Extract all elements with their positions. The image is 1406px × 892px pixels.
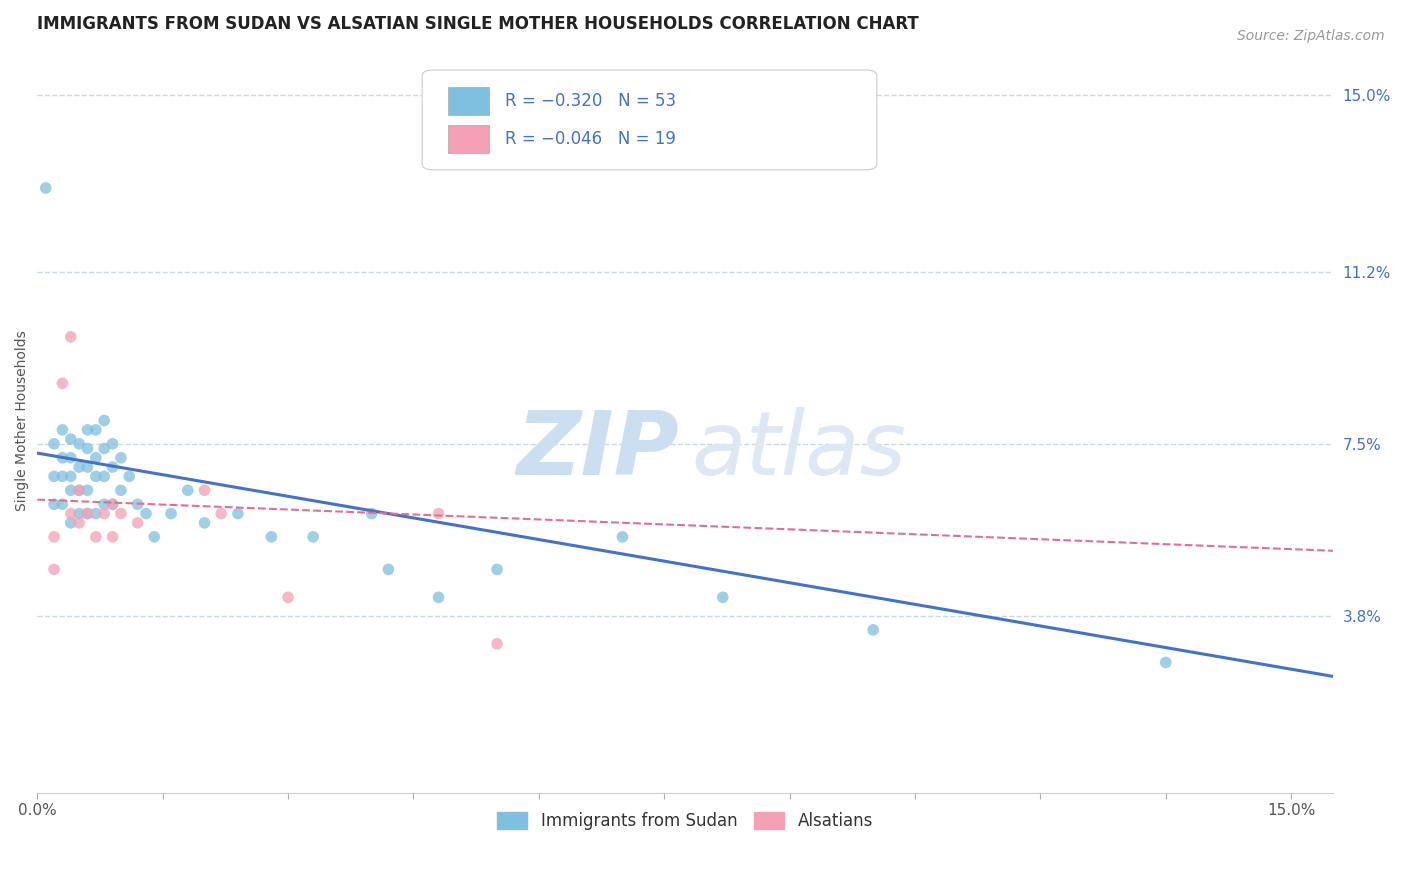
Point (51, 497, 73, 511)
FancyBboxPatch shape (422, 70, 877, 169)
Point (59, 450, 82, 465)
Point (59, 507, 82, 521)
Point (93, 413, 115, 427)
Point (110, 507, 132, 521)
Point (360, 507, 382, 521)
Point (42, 469, 65, 483)
Point (84, 507, 107, 521)
Point (127, 497, 149, 511)
Legend: Immigrants from Sudan, Alsatians: Immigrants from Sudan, Alsatians (491, 805, 879, 837)
Point (42, 497, 65, 511)
Text: R = −0.046   N = 19: R = −0.046 N = 19 (505, 130, 676, 148)
Point (427, 591, 450, 605)
Point (612, 530, 634, 544)
Point (59, 483, 82, 498)
Point (67, 516, 90, 530)
Point (59, 469, 82, 483)
Point (427, 507, 450, 521)
Point (118, 469, 141, 483)
FancyBboxPatch shape (449, 125, 489, 153)
Point (209, 507, 232, 521)
Point (76, 507, 98, 521)
Point (486, 562, 509, 576)
Point (377, 562, 399, 576)
Point (51, 450, 73, 465)
Point (93, 507, 115, 521)
Point (84, 450, 107, 465)
Point (127, 516, 149, 530)
Point (160, 507, 183, 521)
Point (93, 469, 115, 483)
Point (110, 450, 132, 465)
Point (486, 637, 509, 651)
Point (277, 591, 299, 605)
Point (67, 507, 90, 521)
Text: atlas: atlas (692, 408, 907, 493)
Point (51, 469, 73, 483)
Text: R = −0.320   N = 53: R = −0.320 N = 53 (505, 92, 676, 111)
Point (84, 423, 107, 437)
Point (143, 530, 166, 544)
Point (135, 507, 157, 521)
Point (711, 591, 734, 605)
Point (177, 483, 200, 498)
Point (101, 530, 124, 544)
Point (101, 497, 124, 511)
Point (110, 483, 132, 498)
Point (101, 437, 124, 451)
Point (59, 516, 82, 530)
Point (42, 437, 65, 451)
Point (51, 376, 73, 391)
Point (1154, 656, 1177, 670)
Point (302, 530, 325, 544)
Text: Source: ZipAtlas.com: Source: ZipAtlas.com (1237, 29, 1385, 43)
Point (76, 483, 98, 498)
Point (260, 530, 283, 544)
Point (101, 497, 124, 511)
Point (59, 432, 82, 446)
Point (226, 507, 249, 521)
Point (862, 623, 884, 637)
Point (67, 460, 90, 475)
Point (51, 423, 73, 437)
Point (42, 562, 65, 576)
Point (76, 423, 98, 437)
Point (193, 516, 215, 530)
Point (59, 330, 82, 344)
Point (93, 497, 115, 511)
FancyBboxPatch shape (449, 87, 489, 115)
Text: IMMIGRANTS FROM SUDAN VS ALSATIAN SINGLE MOTHER HOUSEHOLDS CORRELATION CHART: IMMIGRANTS FROM SUDAN VS ALSATIAN SINGLE… (38, 15, 920, 33)
Point (67, 437, 90, 451)
Point (193, 483, 215, 498)
Point (67, 483, 90, 498)
Point (67, 483, 90, 498)
Point (76, 507, 98, 521)
Point (84, 469, 107, 483)
Text: ZIP: ZIP (516, 407, 679, 494)
Point (42, 530, 65, 544)
Point (93, 442, 115, 456)
Y-axis label: Single Mother Households: Single Mother Households (15, 330, 30, 511)
Point (101, 460, 124, 475)
Point (84, 530, 107, 544)
Point (34, 181, 56, 195)
Point (76, 460, 98, 475)
Point (76, 442, 98, 456)
